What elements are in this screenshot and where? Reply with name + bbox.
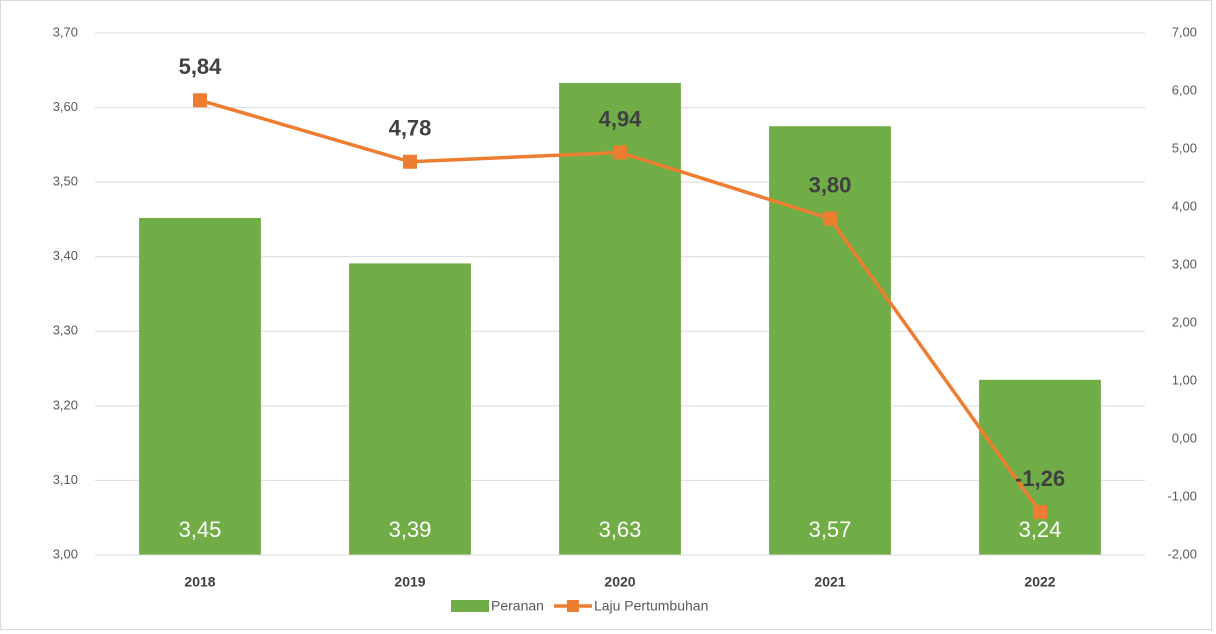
line-marker: [193, 93, 207, 108]
line-marker: [823, 211, 837, 226]
y-tick-label: 3,10: [53, 472, 78, 487]
bar-value-label: 3,45: [179, 517, 222, 542]
bar-value-label: 3,24: [1019, 517, 1062, 542]
line-value-label: 4,94: [599, 106, 643, 131]
bar: [769, 126, 891, 555]
y2-tick-label: 1,00: [1172, 372, 1197, 387]
y2-tick-label: 6,00: [1172, 82, 1197, 97]
y2-tick-label: 3,00: [1172, 256, 1197, 271]
y-tick-label: 3,00: [53, 546, 78, 561]
legend-label: Peranan: [491, 598, 544, 614]
y2-tick-label: -1,00: [1167, 488, 1197, 503]
line-marker: [403, 154, 417, 169]
x-tick-label: 2021: [814, 574, 845, 590]
bar: [979, 379, 1101, 555]
legend-label: Laju Pertumbuhan: [594, 598, 708, 614]
bar: [349, 263, 471, 555]
bar-value-label: 3,57: [809, 517, 852, 542]
bar: [139, 217, 261, 556]
line-value-label: 4,78: [389, 116, 432, 141]
y2-tick-label: -2,00: [1167, 546, 1197, 561]
legend-swatch: [451, 600, 489, 612]
y-tick-label: 3,20: [53, 397, 78, 412]
y-tick-label: 3,30: [53, 323, 78, 338]
line-value-label: 5,84: [179, 54, 223, 79]
y-tick-label: 3,70: [53, 24, 78, 39]
x-tick-label: 2020: [604, 574, 635, 590]
line-value-label: 3,80: [809, 172, 852, 197]
legend-swatch: [566, 600, 579, 612]
line-marker: [1033, 505, 1047, 520]
y-tick-label: 3,40: [53, 248, 78, 263]
line-marker: [613, 145, 627, 160]
y-tick-label: 3,60: [53, 99, 78, 114]
x-tick-label: 2022: [1024, 574, 1055, 590]
y2-tick-label: 0,00: [1172, 430, 1197, 445]
line-value-label: -1,26: [1015, 466, 1065, 491]
y2-tick-label: 7,00: [1172, 24, 1197, 39]
x-tick-label: 2018: [184, 574, 215, 590]
bar-value-label: 3,39: [389, 517, 432, 542]
bar: [559, 82, 681, 555]
y2-tick-label: 5,00: [1172, 140, 1197, 155]
y-tick-label: 3,50: [53, 174, 78, 189]
x-tick-label: 2019: [394, 574, 425, 590]
y2-tick-label: 2,00: [1172, 314, 1197, 329]
bar-value-label: 3,63: [599, 517, 642, 542]
y2-tick-label: 4,00: [1172, 198, 1197, 213]
